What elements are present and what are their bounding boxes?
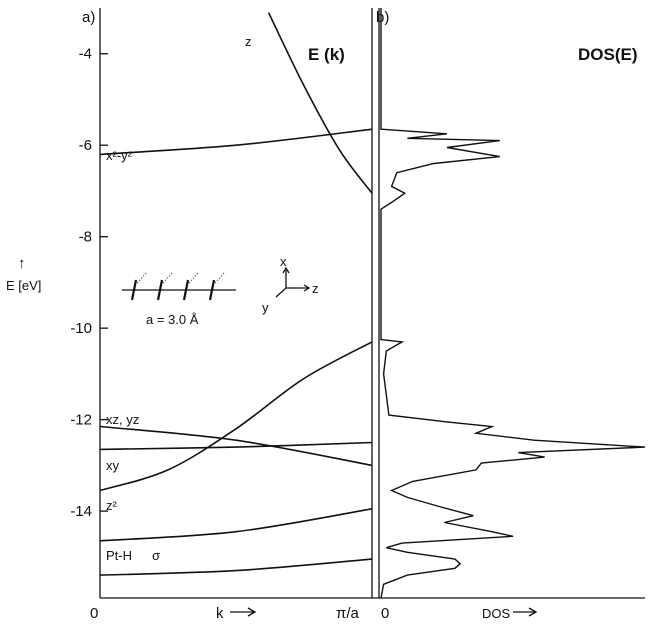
coord-axis-z: z [312, 281, 319, 296]
x-axis-label-dos: DOS [482, 606, 511, 621]
x-axis-arrow-k [230, 607, 257, 617]
dos-curve-group [380, 8, 646, 599]
panel-a-title: E (k) [308, 45, 345, 64]
coordinate-axes-inset [275, 266, 311, 298]
y-tick-label: -10 [70, 320, 92, 337]
band-label-pth: Pt-H [106, 548, 132, 563]
x-axis-label-k: k [216, 605, 224, 622]
band-curve-3 [99, 425, 373, 467]
dos-curve [380, 8, 646, 599]
y-tick-label: -6 [79, 137, 92, 154]
band-curve-5 [99, 508, 373, 542]
panel-a-label: a) [82, 9, 95, 26]
x-tick-pi-over-a: π/a [336, 605, 360, 622]
band-label-x2y2: x²-y² [106, 148, 133, 163]
lattice-inset [122, 271, 236, 301]
band-curves [99, 12, 373, 576]
panel-b-title: DOS(E) [578, 45, 638, 64]
y-tick-label: -8 [79, 229, 92, 246]
x-tick-0-a: 0 [90, 605, 98, 622]
band-curve-2 [99, 341, 373, 492]
panel-b-label: b) [376, 9, 389, 26]
y-ticks: -4 -6 -8 -10 -12 -14 [70, 46, 108, 520]
coord-axis-x: x [280, 254, 287, 269]
coord-axis-y: y [262, 300, 269, 315]
y-axis-label: E [eV] [6, 278, 41, 293]
band-curve-1 [99, 128, 373, 156]
x-tick-0-b: 0 [381, 605, 389, 622]
band-label-z2: z² [106, 498, 118, 513]
band-curve-0 [267, 12, 373, 194]
band-label-z: z [245, 34, 252, 49]
lattice-constant-label: a = 3.0 Å [146, 312, 199, 327]
band-label-sigma: σ [152, 548, 160, 563]
y-tick-label: -14 [70, 503, 92, 520]
y-tick-label: -4 [79, 46, 92, 63]
band-curve-6 [99, 558, 373, 576]
x-axis-arrow-dos [513, 607, 538, 617]
y-axis-arrow: ↑ [18, 255, 26, 272]
y-tick-label: -12 [70, 412, 92, 429]
band-curve-4 [99, 441, 373, 451]
band-label-xy: xy [106, 458, 120, 473]
band-label-xzyz: xz, yz [106, 412, 139, 427]
